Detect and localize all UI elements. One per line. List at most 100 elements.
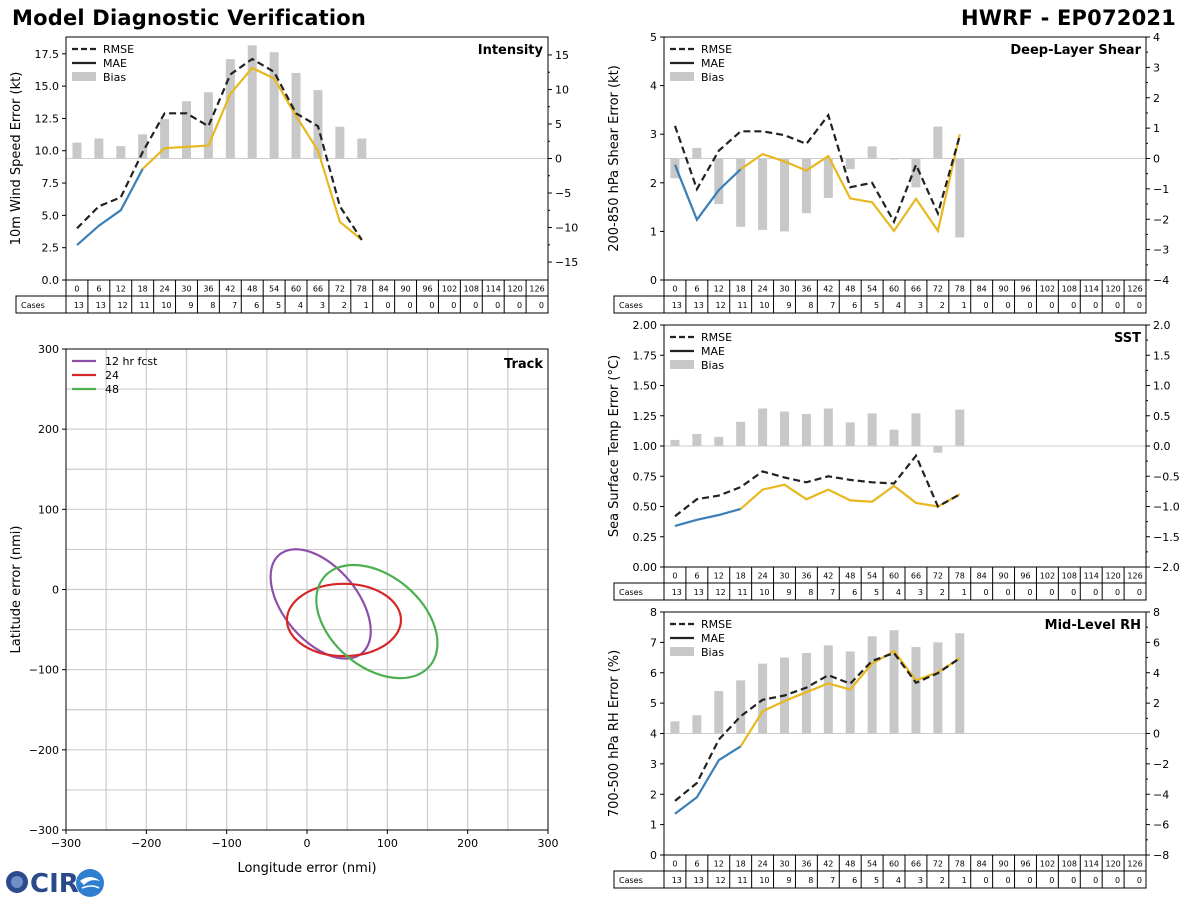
intensity-y2tick-label: −15 bbox=[555, 256, 578, 269]
rh-cases-value: 7 bbox=[830, 876, 835, 885]
sst-bias-bar bbox=[889, 429, 899, 446]
shear-bias-bar bbox=[670, 158, 680, 179]
shear-bias-bar bbox=[933, 126, 943, 159]
sst-leadtime-label: 54 bbox=[867, 572, 877, 581]
rh-leadtime-label: 36 bbox=[801, 860, 811, 869]
rh-bias-bar bbox=[889, 630, 899, 734]
shear-cases-value: 0 bbox=[1049, 301, 1054, 310]
intensity-y2tick-label: −10 bbox=[555, 222, 578, 235]
rh-ytick-label: 5 bbox=[650, 697, 657, 710]
shear-mae-line-early bbox=[673, 164, 742, 222]
intensity-ytick-label: 0.0 bbox=[42, 274, 60, 287]
intensity-cases-value: 11 bbox=[139, 301, 149, 310]
shear-cases-value: 11 bbox=[737, 301, 747, 310]
shear-legend-mae-label: MAE bbox=[701, 57, 725, 70]
rh-bias-bar bbox=[911, 646, 921, 734]
rh-leadtime-label: 72 bbox=[933, 860, 943, 869]
rh-cases-value: 13 bbox=[672, 876, 682, 885]
sst-cases-value: 11 bbox=[737, 588, 747, 597]
intensity-cases-value: 0 bbox=[495, 301, 500, 310]
shear-y2tick-label: 0 bbox=[1153, 153, 1160, 166]
rh-cases-value: 0 bbox=[1049, 876, 1054, 885]
rh-y2tick-label: −2 bbox=[1153, 758, 1169, 771]
rh-ytick-label: 8 bbox=[650, 606, 657, 619]
sst-bias-bar bbox=[801, 413, 811, 446]
intensity-leadtime-label: 78 bbox=[357, 285, 367, 294]
track-xtick-label: 0 bbox=[304, 837, 311, 850]
shear-ytick-label: 4 bbox=[650, 80, 657, 93]
rh-cases-value: 12 bbox=[716, 876, 726, 885]
shear-leadtime-label: 6 bbox=[694, 285, 699, 294]
rh-leadtime-label: 78 bbox=[955, 860, 965, 869]
sst-ytick-label: 1.25 bbox=[633, 410, 658, 423]
sst-ytick-label: 0.25 bbox=[633, 531, 658, 544]
track-xtick-label: −300 bbox=[51, 837, 81, 850]
intensity-leadtime-label: 60 bbox=[291, 285, 301, 294]
rh-bias-bar bbox=[933, 642, 943, 734]
intensity-cases-value: 10 bbox=[161, 301, 171, 310]
rh-leadtime-label: 96 bbox=[1020, 860, 1030, 869]
intensity-cases-value: 0 bbox=[473, 301, 478, 310]
sst-y2tick-label: 1.0 bbox=[1153, 380, 1171, 393]
rh-leadtime-label: 66 bbox=[911, 860, 921, 869]
shear-cases-value: 4 bbox=[896, 301, 901, 310]
intensity-ytick-label: 10.0 bbox=[35, 145, 60, 158]
page-title-right: HWRF - EP072021 bbox=[961, 6, 1176, 30]
cira-swirl-icon bbox=[76, 869, 104, 897]
shear-ytick-label: 3 bbox=[650, 128, 657, 141]
sst-legend-mae-label: MAE bbox=[701, 345, 725, 358]
sst-legend-bias-swatch bbox=[670, 360, 694, 369]
intensity-cases-value: 12 bbox=[118, 301, 128, 310]
shear-leadtime-label: 108 bbox=[1062, 285, 1077, 294]
rh-rmse-line bbox=[674, 651, 961, 802]
intensity-bias-bar bbox=[247, 45, 257, 159]
intensity-legend-mae-label: MAE bbox=[103, 57, 127, 70]
intensity-cases-value: 0 bbox=[407, 301, 412, 310]
shear-cases-value: 6 bbox=[852, 301, 857, 310]
intensity-bias-bar bbox=[203, 92, 213, 159]
intensity-leadtime-label: 72 bbox=[335, 285, 345, 294]
rh-ytick-label: 7 bbox=[650, 636, 657, 649]
shear-y2tick-label: −1 bbox=[1153, 183, 1169, 196]
sst-leadtime-label: 36 bbox=[801, 572, 811, 581]
shear-leadtime-label: 126 bbox=[1127, 285, 1142, 294]
intensity-leadtime-label: 102 bbox=[442, 285, 457, 294]
rh-cases-value: 6 bbox=[852, 876, 857, 885]
sst-cases-label: Cases bbox=[619, 588, 643, 597]
shear-cases-value: 13 bbox=[672, 301, 682, 310]
intensity-cases-value: 6 bbox=[254, 301, 259, 310]
rh-cases-value: 9 bbox=[786, 876, 791, 885]
sst-leadtime-label: 72 bbox=[933, 572, 943, 581]
intensity-cases-value: 13 bbox=[96, 301, 106, 310]
shear-cases-value: 12 bbox=[716, 301, 726, 310]
sst-ytick-label: 0.00 bbox=[633, 561, 658, 574]
intensity-legend-rmse-label: RMSE bbox=[103, 43, 134, 56]
intensity-mae-line-late bbox=[141, 66, 363, 241]
sst-panel-title: SST bbox=[1114, 331, 1141, 346]
sst-leadtime-label: 60 bbox=[889, 572, 899, 581]
intensity-leadtime-label: 66 bbox=[313, 285, 323, 294]
shear-leadtime-label: 84 bbox=[977, 285, 987, 294]
rh-ytick-label: 2 bbox=[650, 788, 657, 801]
shear-rmse-point bbox=[740, 131, 741, 132]
shear-leadtime-label: 114 bbox=[1084, 285, 1099, 294]
shear-y2tick-label: 4 bbox=[1153, 31, 1160, 44]
rh-y2tick-label: 4 bbox=[1153, 667, 1160, 680]
shear-bias-bar bbox=[780, 158, 789, 232]
intensity-cases-value: 8 bbox=[210, 301, 215, 310]
rh-leadtime-label: 54 bbox=[867, 860, 877, 869]
shear-cases-value: 8 bbox=[808, 301, 813, 310]
rh-leadtime-label: 102 bbox=[1040, 860, 1055, 869]
intensity-ytick-label: 2.5 bbox=[42, 242, 60, 255]
intensity-bias-bar bbox=[72, 142, 82, 159]
intensity-leadtime-label: 90 bbox=[400, 285, 410, 294]
sst-leadtime-label: 114 bbox=[1084, 572, 1099, 581]
sst-leadtime-label: 6 bbox=[694, 572, 699, 581]
sst-cases-value: 5 bbox=[874, 588, 879, 597]
sst-cases-value: 13 bbox=[672, 588, 682, 597]
intensity-leadtime-label: 24 bbox=[159, 285, 169, 294]
intensity-leadtime-label: 6 bbox=[96, 285, 101, 294]
shear-cases-value: 0 bbox=[1005, 301, 1010, 310]
intensity-bias-bar bbox=[357, 138, 367, 159]
sst-bias-bar bbox=[845, 422, 855, 446]
